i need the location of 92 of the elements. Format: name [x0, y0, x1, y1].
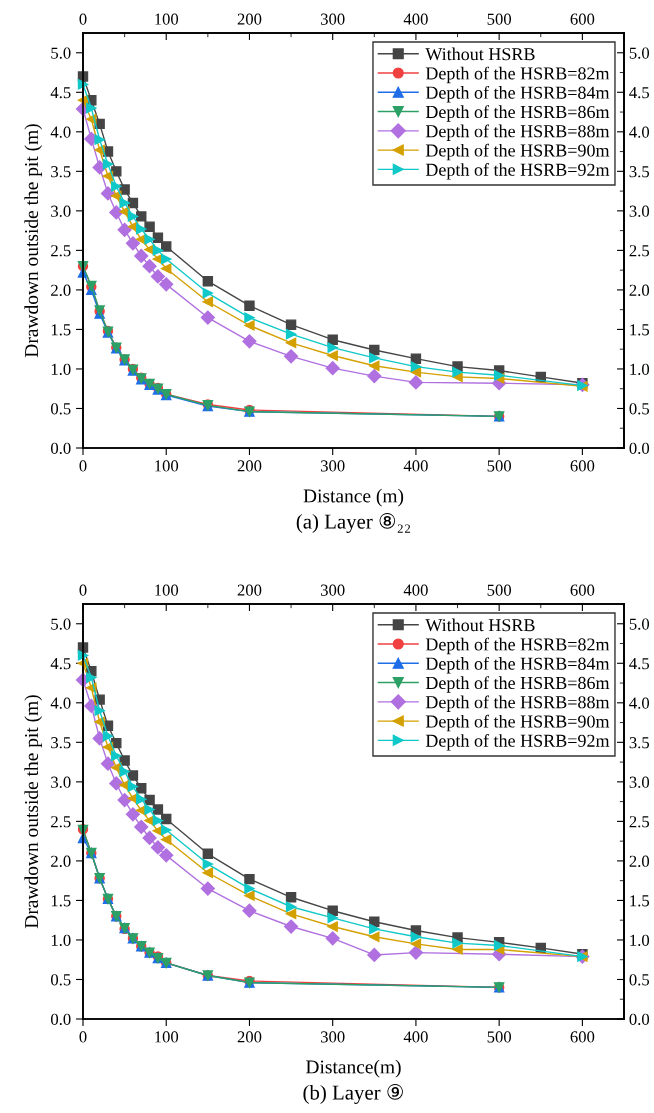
x-tick-label: 600 — [570, 13, 595, 25]
legend-label: Depth of the HSRB=92m — [425, 733, 610, 751]
legend-label: Depth of the HSRB=88m — [425, 124, 610, 141]
x-tick-label: 600 — [570, 584, 595, 596]
y-tick-label: 1.0 — [51, 363, 71, 375]
y2-tick-label: 0.0 — [629, 442, 650, 455]
y2-tick-label: 4.0 — [629, 697, 650, 709]
legend-label: Depth of the HSRB=88m — [425, 695, 610, 712]
x-tick-label: 300 — [320, 13, 345, 25]
y-tick-label: 5.0 — [51, 618, 71, 630]
x-tick-label: 0 — [79, 13, 87, 25]
y2-tick-label: 5.0 — [629, 47, 650, 59]
y-tick-label: 1.5 — [51, 324, 71, 336]
legend-label: Without HSRB — [425, 47, 535, 61]
x2-tick-label: 300 — [320, 1031, 345, 1043]
y2-tick-label: 3.0 — [629, 776, 650, 788]
y-tick-label: 3.5 — [51, 737, 71, 749]
y-tick-label: 2.5 — [51, 816, 71, 828]
x2-tick-label: 300 — [320, 460, 345, 472]
y-tick-label: 0.0 — [51, 442, 71, 455]
x-tick-label: 100 — [155, 584, 179, 596]
y2-tick-label: 5.0 — [629, 618, 650, 630]
y-tick-label: 5.0 — [51, 47, 71, 59]
y-tick-label: 0.5 — [51, 974, 71, 986]
x-tick-label: 400 — [403, 584, 428, 596]
x2-tick-label: 200 — [237, 460, 262, 472]
text: (a) Layer ⑧₂₂ — [296, 513, 411, 533]
y-tick-label: 2.0 — [51, 855, 71, 867]
legend-label: Depth of the HSRB=86m — [425, 676, 610, 693]
y2-tick-label: 2.5 — [629, 245, 650, 257]
y-axis-title: Drawdown outside the pit (m) — [24, 695, 43, 929]
x-tick-label: 300 — [320, 584, 345, 596]
y2-tick-label: 0.5 — [629, 403, 650, 415]
y2-tick-label: 3.0 — [629, 205, 650, 217]
y2-tick-label: 3.5 — [629, 737, 650, 749]
x2-tick-label: 0 — [79, 1031, 87, 1043]
y-tick-label: 3.5 — [51, 166, 71, 178]
x-tick-label: 200 — [237, 584, 262, 596]
y-tick-label: 3.0 — [51, 205, 71, 217]
y-tick-label: 3.0 — [51, 776, 71, 788]
y-axis-title: Drawdown outside the pit (m) — [24, 124, 43, 358]
x2-tick-label: 100 — [155, 460, 179, 472]
y-tick-label: 4.0 — [50, 697, 71, 709]
y-tick-label: 4.5 — [50, 87, 71, 99]
y2-tick-label: 4.5 — [629, 658, 650, 670]
x-axis-title: Distance(m) — [306, 1059, 401, 1078]
x2-tick-label: 500 — [487, 460, 512, 472]
x2-tick-label: 600 — [570, 460, 595, 472]
y2-tick-label: 1.0 — [630, 363, 650, 375]
y-tick-label: 4.5 — [50, 658, 71, 670]
y2-tick-label: 2.0 — [629, 855, 650, 867]
x2-tick-label: 200 — [237, 1031, 262, 1043]
x2-tick-label: 0 — [79, 460, 87, 472]
x-tick-label: 0 — [79, 584, 87, 596]
y-tick-label: 1.5 — [51, 895, 71, 907]
x-tick-label: 100 — [155, 13, 179, 25]
x-tick-label: 400 — [403, 13, 428, 25]
y2-tick-label: 0.0 — [629, 1013, 650, 1026]
x2-tick-label: 100 — [155, 1031, 179, 1043]
y2-tick-label: 1.5 — [630, 895, 650, 907]
x-axis-title: Distance (m) — [303, 488, 404, 507]
legend-label: Depth of the HSRB=82m — [425, 637, 610, 655]
y-tick-label: 4.0 — [50, 126, 71, 138]
x2-tick-label: 400 — [403, 460, 428, 472]
x-tick-label: 500 — [487, 13, 512, 25]
y2-tick-label: 2.5 — [629, 816, 650, 828]
y2-tick-label: 3.5 — [629, 166, 650, 178]
y-tick-label: 1.0 — [51, 934, 71, 946]
y2-tick-label: 4.5 — [629, 87, 650, 99]
legend-label: Depth of the HSRB=84m — [425, 656, 610, 674]
x2-tick-label: 500 — [487, 1031, 512, 1043]
y2-tick-label: 2.0 — [629, 284, 650, 296]
y2-tick-label: 1.0 — [630, 934, 650, 946]
legend-label: Depth of the HSRB=86m — [425, 105, 610, 122]
x2-tick-label: 400 — [403, 1031, 428, 1043]
legend-label: Depth of the HSRB=92m — [425, 162, 610, 180]
y-tick-label: 0.5 — [51, 403, 71, 415]
y-tick-label: 2.5 — [51, 245, 71, 257]
y-tick-label: 2.0 — [51, 284, 71, 296]
legend-label: Depth of the HSRB=90m — [425, 143, 610, 161]
legend-label: Depth of the HSRB=90m — [425, 714, 610, 732]
x-tick-label: 500 — [487, 584, 512, 596]
text: (b) Layer ⑨ — [303, 1084, 403, 1104]
legend-label: Depth of the HSRB=84m — [425, 85, 610, 103]
y2-tick-label: 4.0 — [629, 126, 650, 138]
x-tick-label: 200 — [237, 13, 262, 25]
legend-label: Without HSRB — [425, 618, 535, 632]
y2-tick-label: 1.5 — [630, 324, 650, 336]
y-tick-label: 0.0 — [51, 1013, 71, 1026]
y2-tick-label: 0.5 — [629, 974, 650, 986]
legend-label: Depth of the HSRB=82m — [425, 66, 610, 84]
x2-tick-label: 600 — [570, 1031, 595, 1043]
